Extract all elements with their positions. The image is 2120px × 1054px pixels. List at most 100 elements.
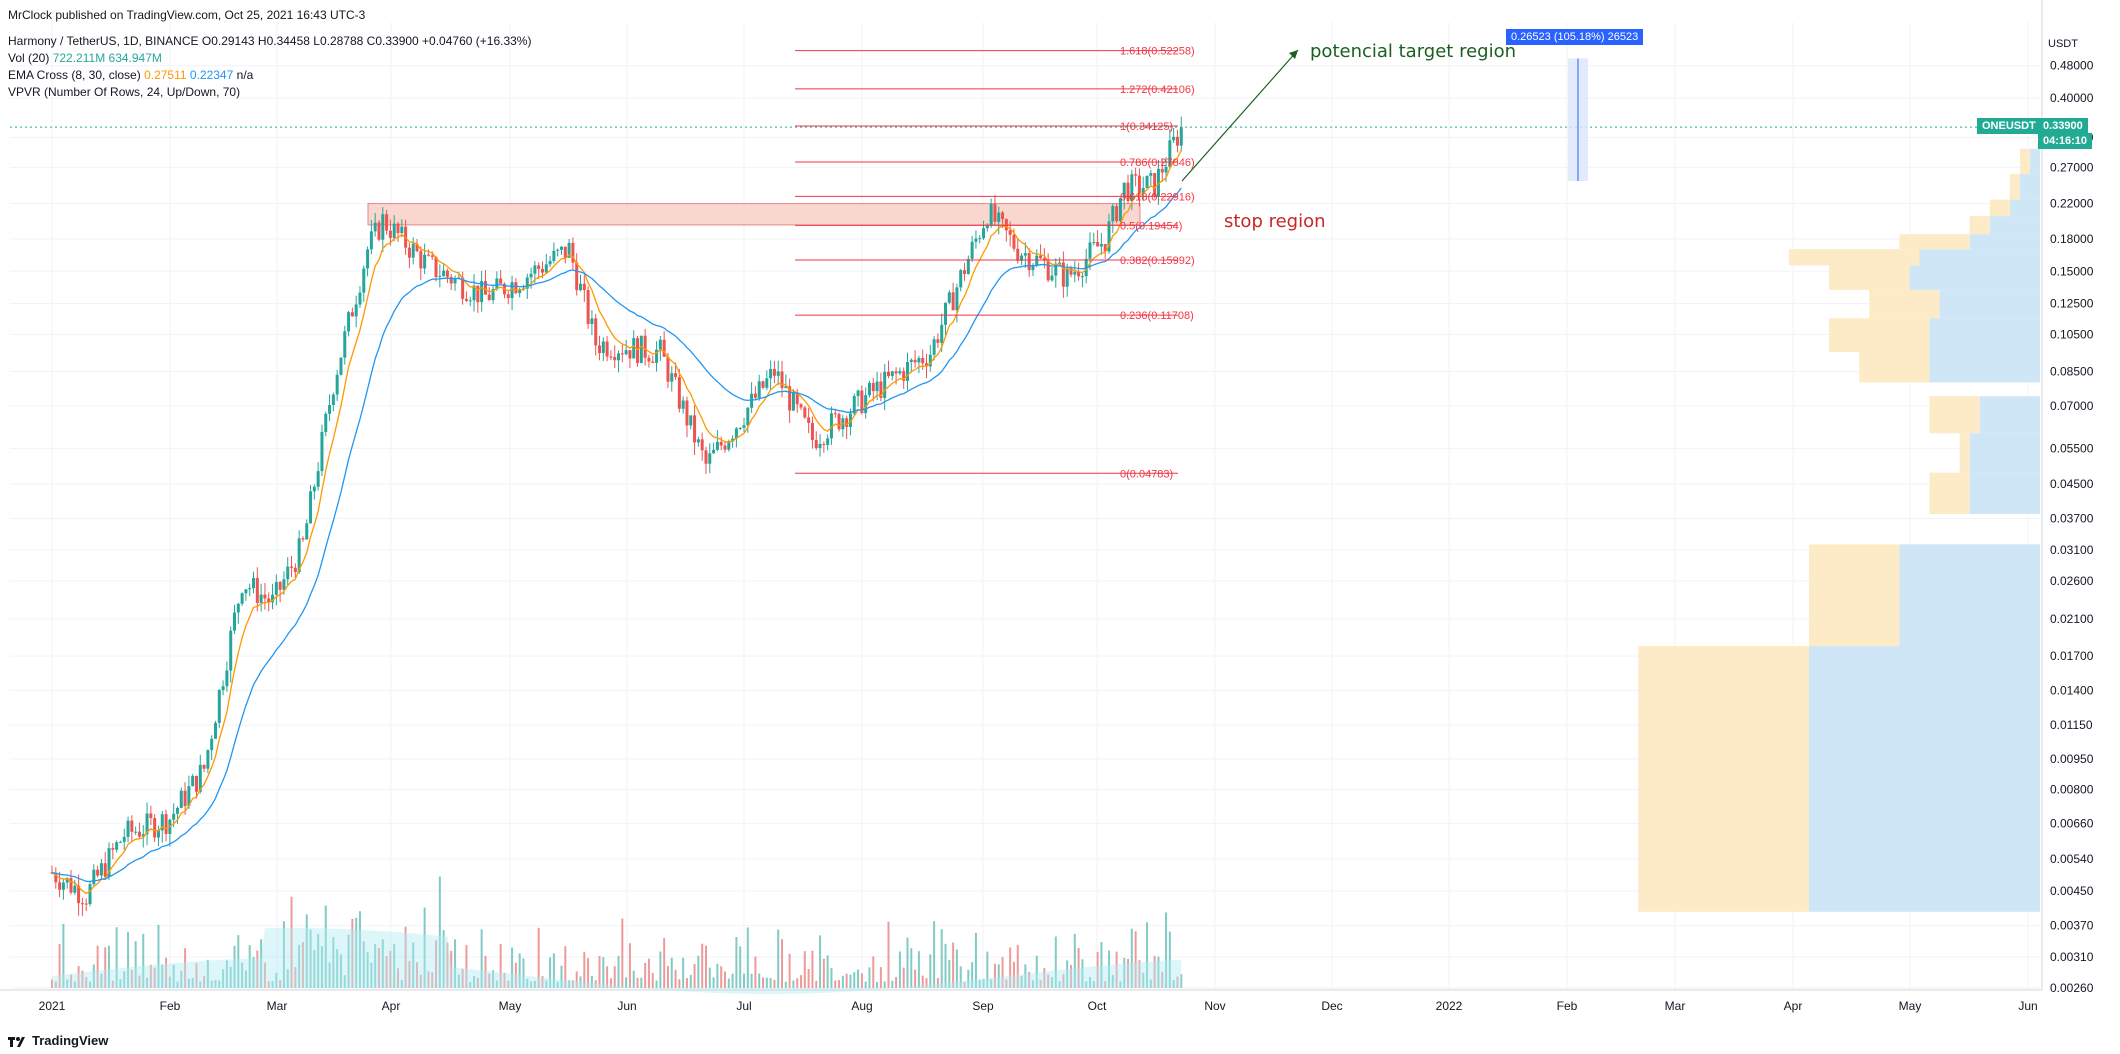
volume-bar [1165, 912, 1168, 988]
candle-body [141, 834, 145, 837]
volume-bar [727, 978, 730, 988]
volume-bar [708, 967, 711, 988]
volume-bar [339, 954, 342, 988]
candle-body [909, 359, 913, 362]
candle-body [1092, 242, 1096, 244]
volume-bar [222, 969, 225, 988]
x-tick-label: Nov [1204, 999, 1225, 1013]
y-axis-unit: USDT [2048, 38, 2078, 50]
candle-body [556, 249, 560, 251]
volume-bar [1066, 960, 1069, 988]
candle-body [898, 371, 902, 374]
price-axis[interactable]: 0.480000.400000.320000.270000.220000.180… [2041, 0, 2094, 995]
candle-body [1137, 175, 1141, 194]
volume-bar [974, 932, 977, 988]
volume-bar [85, 977, 88, 988]
candle-body [77, 885, 81, 904]
candle-body [932, 339, 936, 355]
volume-bar [1180, 974, 1183, 988]
candle-body [514, 282, 518, 294]
volume-bar [879, 967, 882, 988]
x-tick-label: Sep [972, 999, 994, 1013]
candle-body [58, 882, 62, 890]
volume-bar [127, 931, 130, 988]
candle-body [537, 265, 541, 269]
candle-body [552, 250, 556, 261]
candle-body [533, 265, 537, 274]
vp-up-bar [1919, 249, 2040, 266]
volume-bar [1050, 977, 1053, 988]
volume-bar [130, 970, 133, 988]
volume-bar [796, 978, 799, 988]
volume-bar [400, 979, 403, 988]
candle-body [206, 750, 210, 769]
candle-body [1031, 265, 1035, 271]
candle-body [290, 566, 294, 568]
candle-body [221, 686, 225, 691]
volume-bar [514, 962, 517, 988]
candle-body [959, 270, 963, 288]
volume-bar [199, 981, 202, 988]
volume-bar [1134, 931, 1137, 988]
measure-tool [1568, 58, 1588, 181]
volume-bar [461, 968, 464, 988]
candle-body [894, 371, 898, 374]
volume-bar [115, 927, 118, 988]
volume-bar [845, 973, 848, 988]
volume-bar [762, 977, 765, 988]
volume-bar [959, 966, 962, 988]
candle-body [259, 594, 263, 603]
volume-bar [54, 981, 57, 988]
y-tick-label: 0.00450 [2050, 884, 2094, 898]
candle-body [1001, 212, 1005, 220]
candle-body [1073, 271, 1077, 275]
legend-vpvr: VPVR (Number Of Rows, 24, Up/Down, 70) [8, 85, 241, 99]
candle-body [396, 223, 400, 234]
candle-body [670, 373, 674, 382]
candle-body [966, 258, 970, 274]
volume-bar [210, 980, 213, 988]
y-tick-label: 0.02600 [2050, 574, 2094, 588]
candle-body [586, 290, 590, 324]
legend-symbol: Harmony / TetherUS, 1D, BINANCE O0.29143… [8, 34, 531, 48]
volume-bar [723, 971, 726, 988]
stop-zone-rect [367, 203, 1141, 226]
candle-body [229, 630, 233, 671]
volume-bar [803, 951, 806, 988]
volume-bar [358, 911, 361, 988]
volume-bar [336, 949, 339, 988]
candle-body [814, 440, 818, 449]
volume-bar [176, 981, 179, 988]
volume-bar [1039, 980, 1042, 988]
fib-label: 0(0.04783) [1120, 468, 1173, 480]
candle-body [1065, 268, 1069, 287]
candles [50, 116, 1183, 916]
volume-bar [685, 978, 688, 988]
volume-bar [244, 970, 247, 988]
volume-bar [910, 948, 913, 988]
tradingview-logo-icon [8, 1036, 25, 1047]
volume-bar [716, 963, 719, 988]
legend-vol-label: Vol (20) [8, 51, 50, 65]
time-axis[interactable]: 2021 Feb Mar Apr May Jun Jul Aug Sep Oct Nov Dec 202… [0, 989, 2042, 1013]
volume-bar [537, 927, 540, 988]
fib-label: 1.272(0.42106) [1120, 84, 1195, 96]
volume-bar [260, 939, 263, 988]
volume-bar [301, 941, 304, 988]
fib-label: 0.618(0.22916) [1120, 191, 1195, 203]
candle-body [84, 903, 88, 905]
volume-bar [613, 966, 616, 988]
volume-bar [663, 938, 666, 988]
candle-body [955, 287, 959, 311]
volume-bar [252, 957, 255, 988]
volume-bar [104, 947, 107, 988]
volume-bar [412, 942, 415, 988]
candle-body [354, 304, 358, 317]
volume-bar [1100, 941, 1103, 988]
candle-body [438, 276, 442, 278]
volume-bar [1035, 955, 1038, 988]
candle-body [799, 404, 803, 408]
volume-bar [834, 980, 837, 988]
footer-brand[interactable]: TradingView [8, 1033, 108, 1048]
